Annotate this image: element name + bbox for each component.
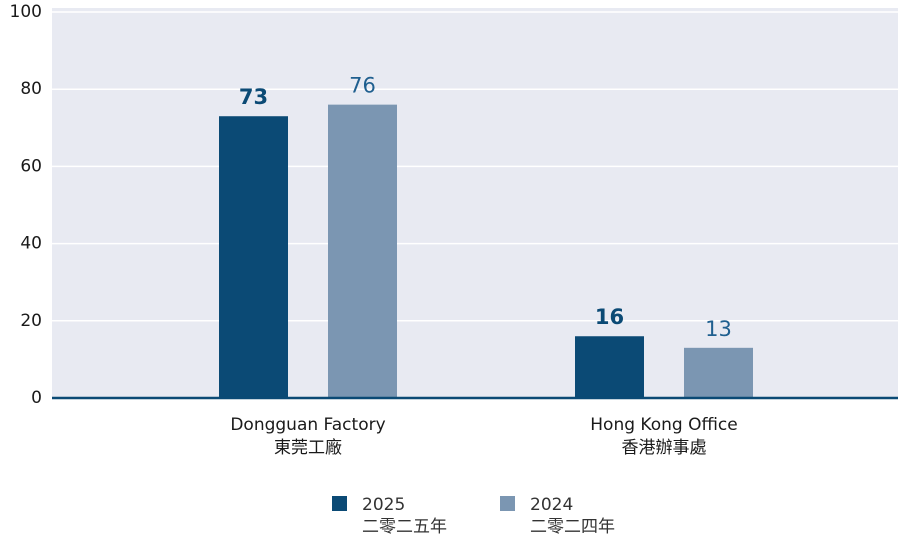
bar [219, 116, 288, 398]
x-tick-label: Dongguan Factory [230, 415, 385, 435]
value-label: 16 [595, 305, 624, 329]
x-tick-label: Hong Kong Office [590, 415, 737, 435]
legend-swatch [500, 496, 515, 511]
legend-label: 二零二四年 [530, 517, 615, 537]
x-tick-label: 東莞工廠 [274, 437, 342, 458]
value-label: 73 [239, 85, 268, 109]
y-tick-label: 20 [20, 311, 42, 331]
value-label: 13 [705, 317, 732, 341]
legend-label: 二零二五年 [362, 517, 447, 537]
legend-label: 2024 [530, 495, 573, 515]
bar [328, 104, 397, 398]
legend-swatch [332, 496, 347, 511]
legend-label: 2025 [362, 495, 405, 515]
bar [575, 336, 644, 398]
x-tick-label: 香港辦事處 [622, 438, 707, 458]
value-label: 76 [349, 74, 376, 98]
y-tick-label: 40 [20, 234, 42, 254]
y-tick-label: 100 [10, 2, 42, 22]
y-tick-label: 0 [31, 388, 42, 408]
y-tick-label: 60 [20, 156, 42, 176]
bar [684, 347, 753, 398]
y-tick-label: 80 [20, 79, 42, 99]
plot-area [52, 8, 898, 398]
